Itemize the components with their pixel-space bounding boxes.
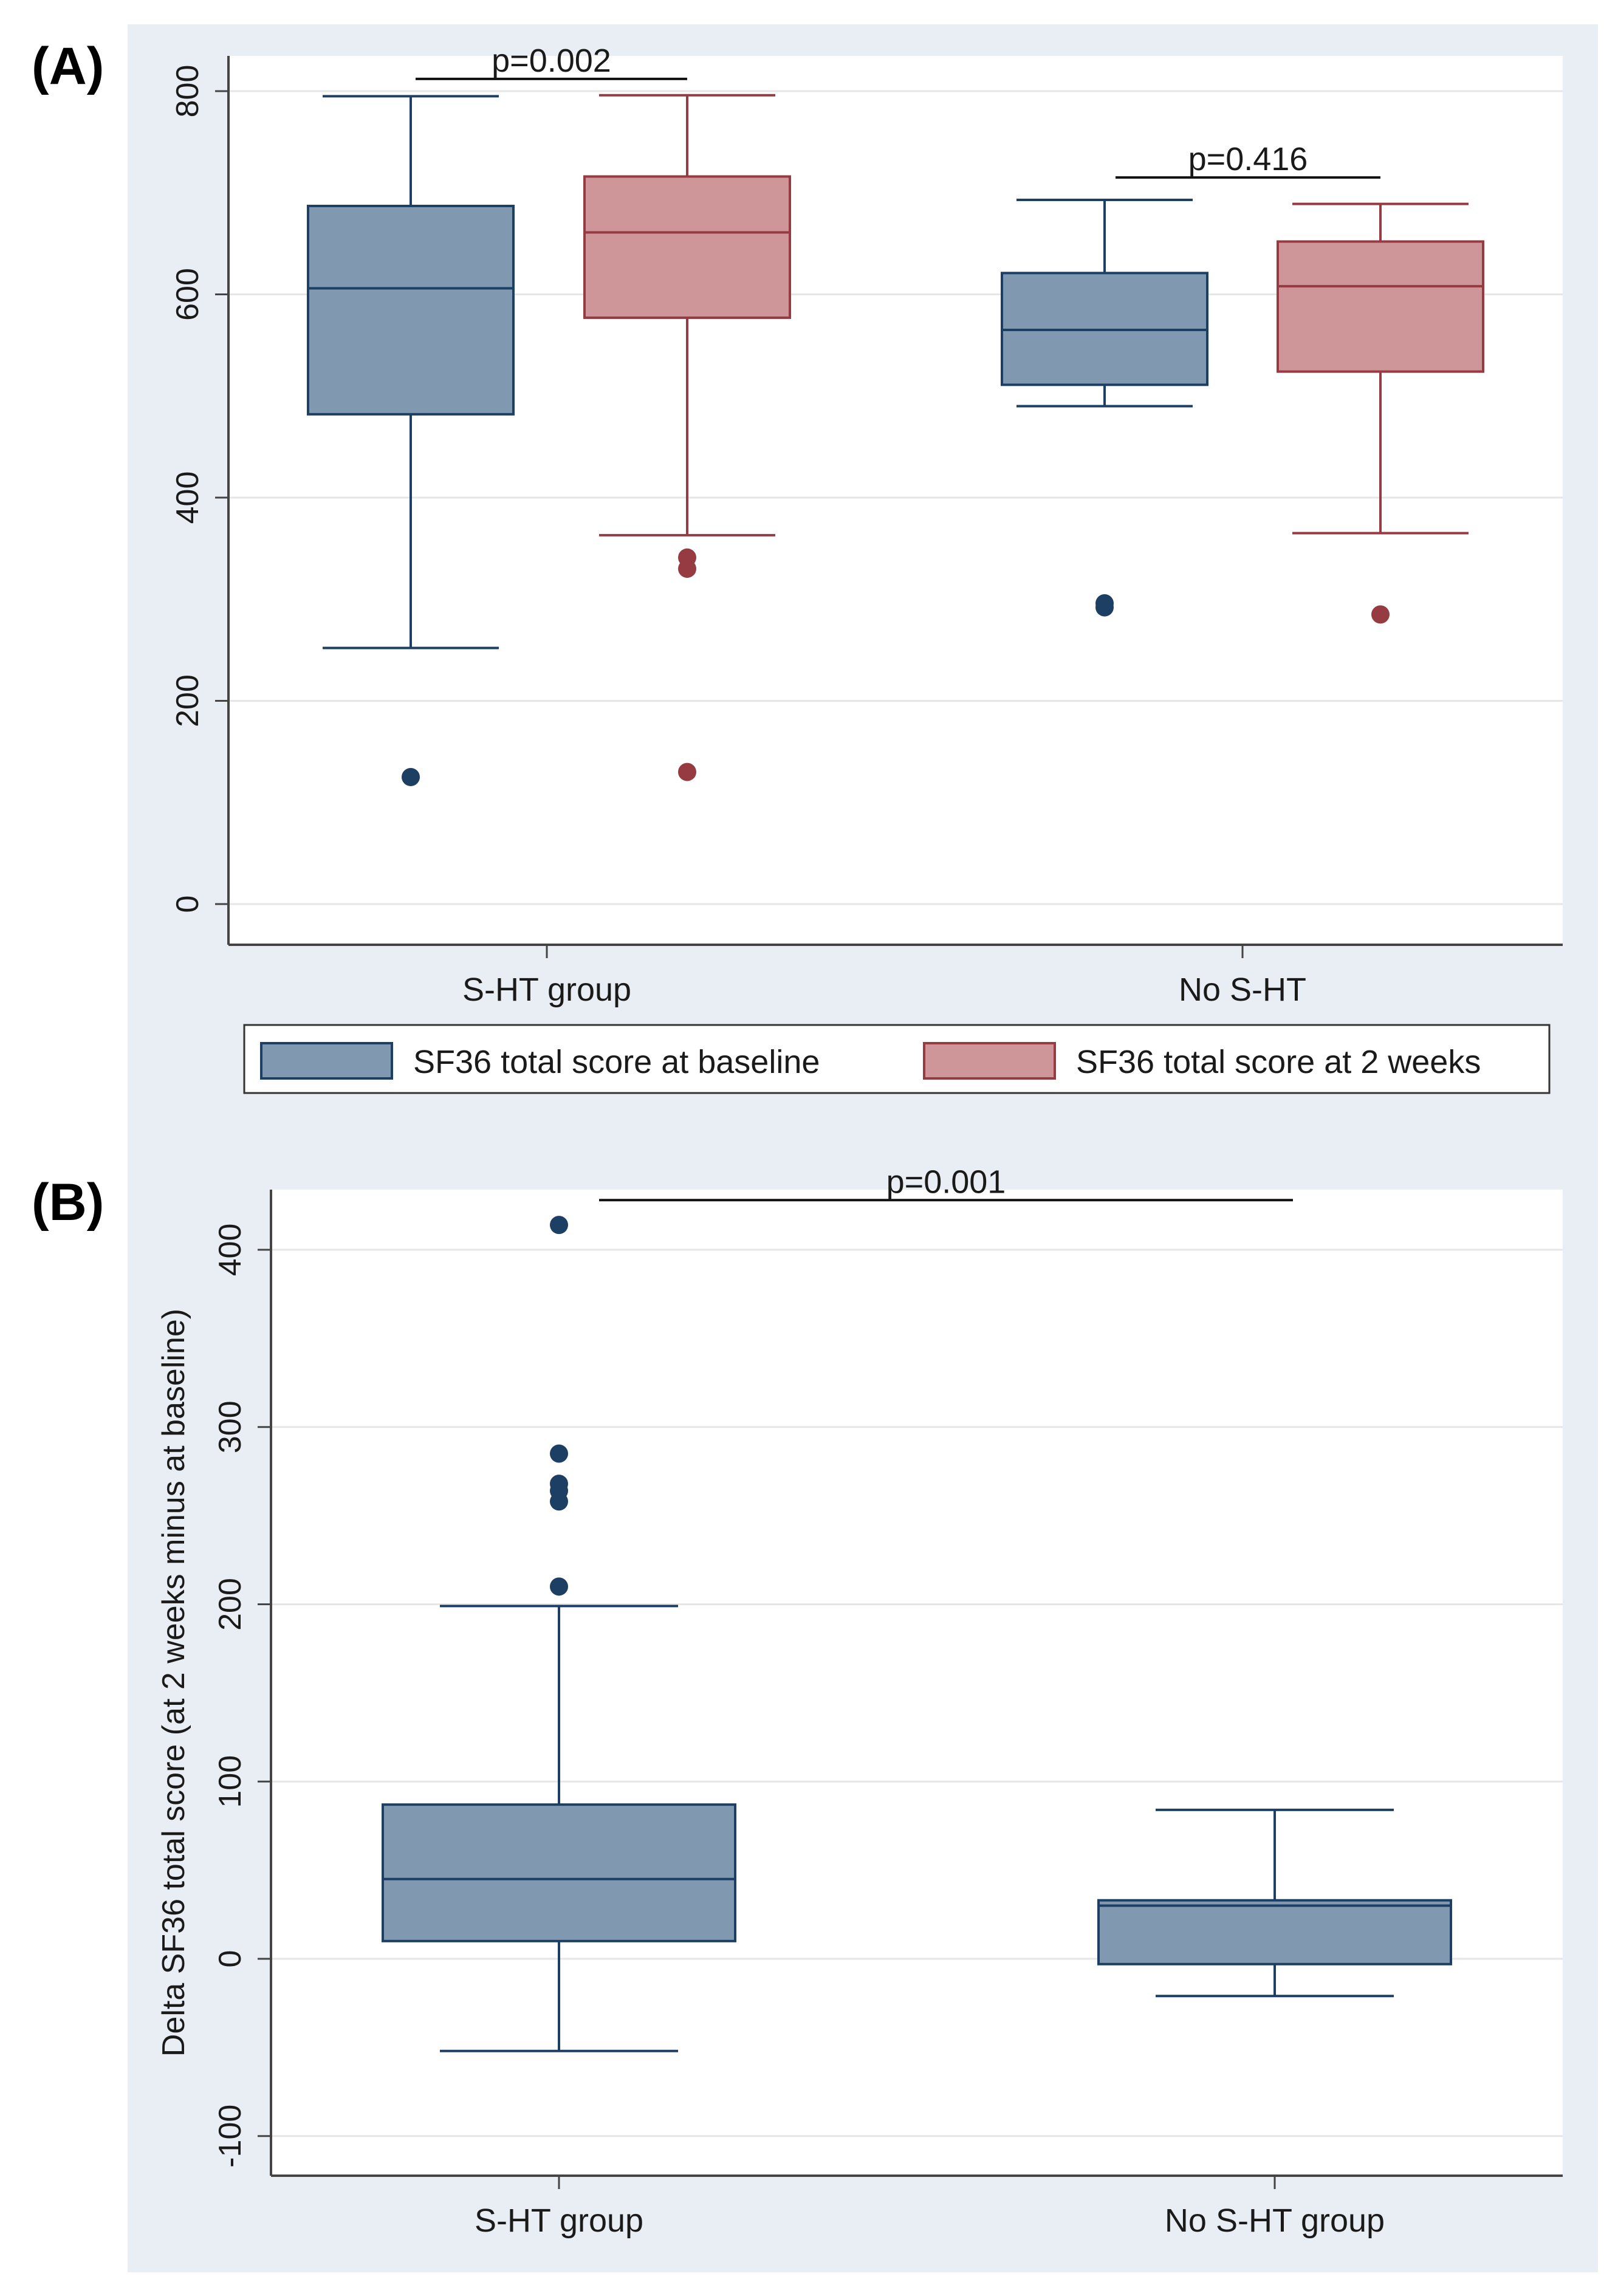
outlier-point [1371, 605, 1390, 624]
x-tick-label: No S-HT [1179, 972, 1306, 1008]
outlier-point [550, 1216, 568, 1235]
outlier-point [402, 767, 420, 786]
outlier-point [678, 560, 696, 578]
y-tick-label: 400 [213, 1224, 248, 1277]
y-tick-label: 200 [213, 1578, 248, 1631]
y-tick-label: 800 [170, 65, 205, 118]
panel-b-label: (B) [32, 1173, 105, 1232]
plot-area [271, 1190, 1563, 2176]
outlier-point [1095, 594, 1114, 612]
y-tick-label: -100 [213, 2105, 248, 2168]
y-tick-label: 100 [213, 1755, 248, 1808]
y-axis-title: Delta SF36 total score (at 2 weeks minus… [156, 1309, 191, 2057]
p-value-label: p=0.416 [1188, 141, 1308, 177]
x-tick-label: S-HT group [462, 972, 631, 1008]
y-tick-label: 0 [170, 896, 205, 913]
y-tick-label: 300 [213, 1400, 248, 1453]
y-tick-label: 200 [170, 674, 205, 727]
chart-a: 0 200 400 600 800 S-HT group No S-HT p=0.002 p=0… [170, 43, 1563, 1094]
outlier-point [550, 1444, 568, 1463]
legend-box [243, 1024, 1551, 1094]
legend-key [260, 1042, 393, 1080]
box-iqr [1097, 1899, 1452, 1965]
y-tick-label: 600 [170, 268, 205, 321]
p-value-label: p=0.002 [492, 43, 611, 79]
panel-a-label: (A) [32, 37, 105, 95]
outlier-point [550, 1577, 568, 1596]
box-iqr [1277, 240, 1484, 373]
x-tick-label: S-HT group [475, 2202, 643, 2239]
y-tick-label: 400 [170, 471, 205, 524]
legend-label: SF36 total score at 2 weeks [1076, 1044, 1481, 1080]
outlier-point [678, 762, 696, 781]
p-value-label: p=0.001 [886, 1163, 1006, 1200]
legend-label: SF36 total score at baseline [413, 1044, 820, 1080]
box-iqr [583, 175, 791, 319]
y-tick-label: 0 [213, 1950, 248, 1968]
legend-key [923, 1042, 1056, 1080]
box-iqr [382, 1803, 736, 1942]
x-tick-label: No S-HT group [1165, 2202, 1385, 2239]
outlier-point [550, 1492, 568, 1511]
box-iqr [307, 204, 515, 416]
